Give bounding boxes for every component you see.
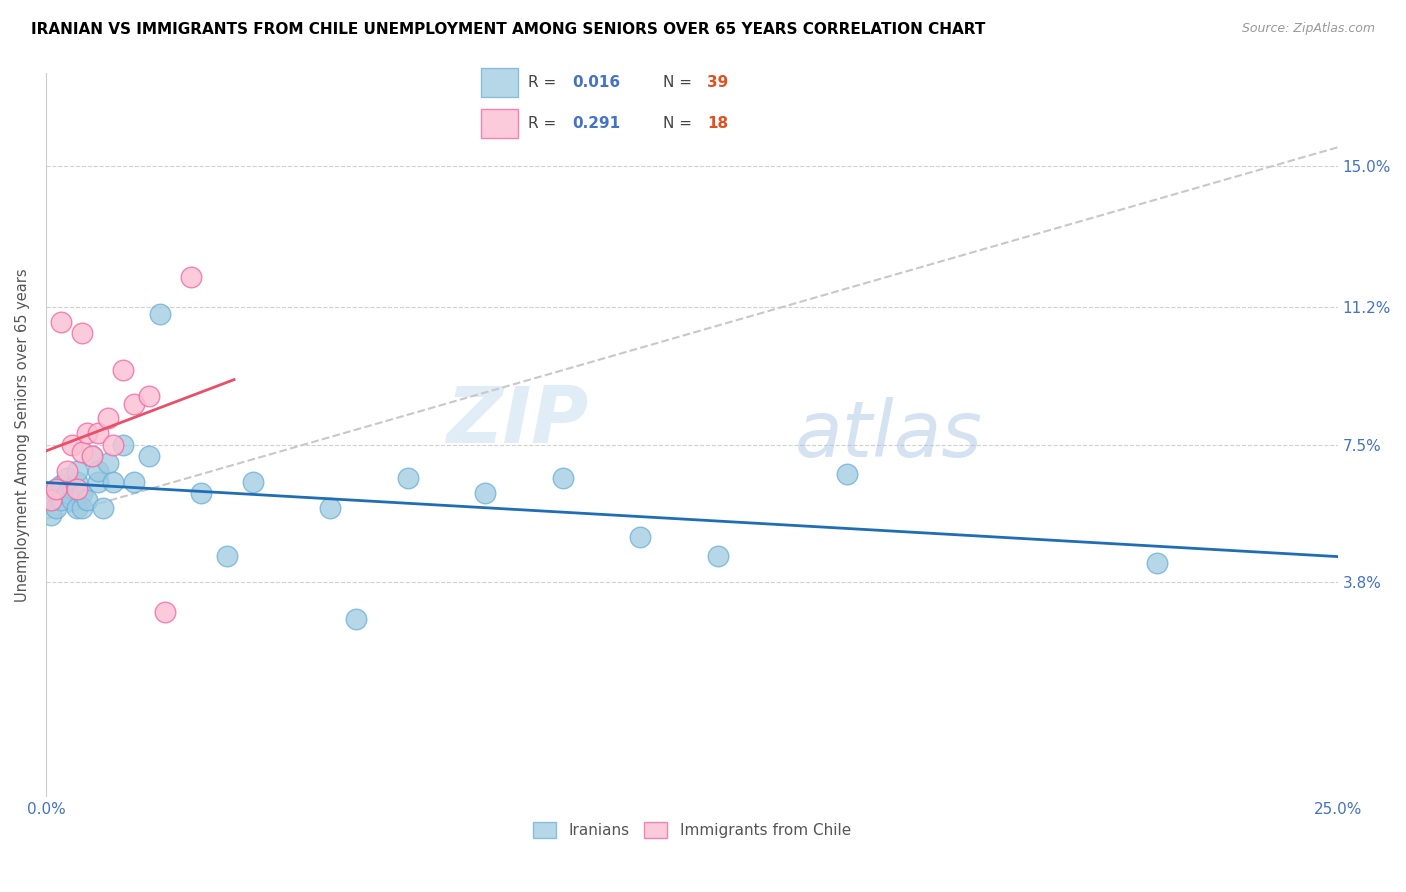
- Point: [122, 475, 145, 489]
- Point: [45, 485, 67, 500]
- Point: [70, 500, 93, 515]
- Point: [60, 493, 83, 508]
- Point: [76, 426, 98, 441]
- Point: [344, 612, 367, 626]
- Point: [190, 485, 212, 500]
- Point: [60, 437, 83, 451]
- Point: [51, 478, 73, 492]
- Text: 0.291: 0.291: [572, 116, 620, 131]
- Point: [474, 485, 496, 500]
- Point: [51, 315, 73, 329]
- Point: [39, 493, 62, 508]
- Point: [66, 475, 89, 489]
- Point: [122, 397, 145, 411]
- Point: [91, 500, 114, 515]
- Point: [97, 456, 120, 470]
- Point: [66, 463, 89, 477]
- Point: [82, 449, 104, 463]
- Point: [51, 493, 73, 508]
- FancyBboxPatch shape: [481, 109, 519, 138]
- Point: [66, 500, 89, 515]
- Text: N =: N =: [664, 116, 697, 131]
- Point: [55, 485, 77, 500]
- Point: [1146, 557, 1168, 571]
- Point: [45, 482, 67, 496]
- Point: [39, 508, 62, 522]
- Point: [86, 426, 108, 441]
- Text: N =: N =: [664, 75, 697, 90]
- Point: [86, 463, 108, 477]
- Point: [45, 500, 67, 515]
- Point: [628, 530, 651, 544]
- Point: [45, 482, 67, 496]
- Text: Source: ZipAtlas.com: Source: ZipAtlas.com: [1241, 22, 1375, 36]
- Point: [112, 363, 135, 377]
- Point: [70, 326, 93, 340]
- Point: [70, 485, 93, 500]
- Y-axis label: Unemployment Among Seniors over 65 years: Unemployment Among Seniors over 65 years: [15, 268, 30, 602]
- Point: [138, 389, 160, 403]
- Point: [153, 605, 176, 619]
- Point: [39, 493, 62, 508]
- Text: IRANIAN VS IMMIGRANTS FROM CHILE UNEMPLOYMENT AMONG SENIORS OVER 65 YEARS CORREL: IRANIAN VS IMMIGRANTS FROM CHILE UNEMPLO…: [31, 22, 986, 37]
- FancyBboxPatch shape: [481, 68, 519, 97]
- Point: [180, 270, 202, 285]
- Point: [149, 308, 172, 322]
- Text: atlas: atlas: [796, 397, 983, 474]
- Text: R =: R =: [529, 116, 561, 131]
- Text: ZIP: ZIP: [446, 383, 589, 458]
- Point: [319, 500, 342, 515]
- Point: [97, 411, 120, 425]
- Text: R =: R =: [529, 75, 561, 90]
- Point: [55, 471, 77, 485]
- Point: [706, 549, 728, 563]
- Point: [835, 467, 858, 482]
- Point: [70, 445, 93, 459]
- Text: 0.016: 0.016: [572, 75, 620, 90]
- Point: [101, 475, 124, 489]
- Point: [82, 449, 104, 463]
- Point: [215, 549, 238, 563]
- Text: 18: 18: [707, 116, 728, 131]
- Point: [66, 482, 89, 496]
- Text: 39: 39: [707, 75, 728, 90]
- Point: [242, 475, 264, 489]
- Point: [76, 493, 98, 508]
- Legend: Iranians, Immigrants from Chile: Iranians, Immigrants from Chile: [527, 816, 856, 844]
- Point: [396, 471, 419, 485]
- Point: [551, 471, 574, 485]
- Point: [101, 437, 124, 451]
- Point: [55, 463, 77, 477]
- Point: [86, 475, 108, 489]
- Point: [60, 482, 83, 496]
- Point: [138, 449, 160, 463]
- Point: [112, 437, 135, 451]
